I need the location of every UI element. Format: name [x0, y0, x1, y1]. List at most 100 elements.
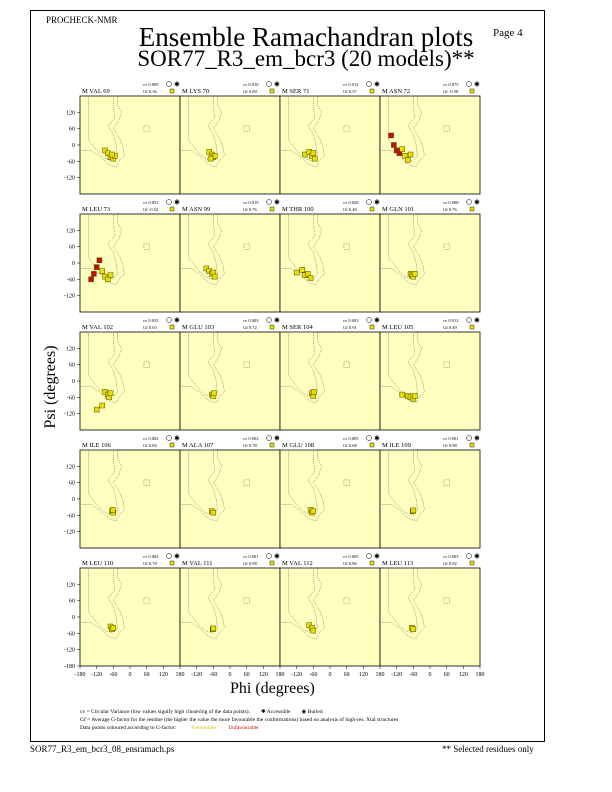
x-tick-label: -120: [291, 672, 302, 678]
gf-colour-swatch: [369, 324, 375, 330]
cv-value: cv 0.012: [343, 82, 359, 87]
core-region-outline: [388, 449, 418, 516]
y-tick-label: 0: [72, 143, 75, 149]
allowed-region-outline: [380, 449, 425, 522]
x-tick-label: -180: [75, 672, 86, 678]
accessible-icon: ✱: [174, 553, 180, 561]
x-tick-label: 120: [159, 672, 168, 678]
footer-note: ** Selected residues only: [442, 744, 534, 754]
legend-favourable: Favourable: [191, 725, 216, 731]
residue-label: M VAL 69: [82, 88, 110, 95]
left-handed-region-outline: [143, 125, 150, 132]
clock-icon: [366, 81, 372, 87]
y-tick-label: 60: [69, 599, 75, 605]
residue-label: M ILE 106: [82, 442, 112, 449]
cv-value: cv 0.003: [443, 554, 459, 559]
gf-value: Gf 0.91: [343, 325, 357, 330]
y-tick-label: -180: [64, 664, 75, 670]
gf-colour-swatch: [369, 560, 375, 566]
left-handed-region-outline: [143, 361, 150, 368]
x-tick-label: 0: [129, 672, 132, 678]
gf-value: Gf 0.49: [443, 325, 457, 330]
data-point: [388, 132, 394, 139]
residue-label: M ASN 99: [182, 206, 210, 213]
gf-colour-swatch: [369, 206, 375, 212]
cv-value: cv 0.005: [343, 436, 359, 441]
panel-m-thr-100: M THR 100 cv 0.020 Gf 0.46 ✱: [279, 199, 381, 313]
accessible-icon: ✱: [274, 435, 280, 443]
allowed-region-outline: [280, 95, 325, 168]
clock-icon: [266, 553, 272, 559]
y-tick-label: -60: [67, 631, 75, 637]
panel-background: [79, 95, 181, 195]
allowed-region-outline: [380, 567, 425, 640]
accessible-icon: ✱: [474, 317, 480, 325]
panel-background: [279, 213, 381, 313]
core-region-outline: [88, 567, 118, 634]
x-tick-label: -60: [309, 672, 317, 678]
data-point: [411, 393, 418, 399]
page-frame: [30, 10, 545, 742]
y-tick-label: -120: [64, 530, 75, 536]
core-region-outline: [88, 95, 118, 162]
residue-label: M GLU 108: [282, 442, 314, 449]
gf-colour-swatch: [269, 324, 275, 330]
y-tick-label: -120: [64, 294, 75, 300]
clock-icon: [466, 435, 472, 441]
panel-m-ser-104: M SER 104 cv 0.003 Gf 0.91 ✱: [279, 317, 381, 431]
allowed-region-outline: [380, 331, 425, 404]
accessible-icon: ✱: [174, 317, 180, 325]
gf-value: Gf -0.50: [443, 89, 459, 94]
data-point: [410, 507, 417, 514]
allowed-region-outline: [80, 567, 125, 640]
cv-value: cv 0.003: [243, 318, 259, 323]
cv-value: cv 0.035: [143, 318, 159, 323]
residue-label: M LEU 73: [82, 206, 110, 213]
panel-m-leu-113: M LEU 113 cv 0.003 Gf 0.92 ✱ -120 -60 0 60 120 18…: [379, 553, 485, 678]
gf-value: Gf 0.69: [243, 89, 257, 94]
core-region-outline: [88, 449, 118, 516]
y-tick-label: 0: [72, 497, 75, 503]
y-tick-label: 60: [69, 127, 75, 133]
legend-cv-text: cv = Circular Variance (low values signi…: [80, 709, 250, 715]
clock-icon: [466, 317, 472, 323]
panel-m-val-112: M VAL 112 cv 0.005 Gf 0.86 ✱ -120 -60 0 60 120 18…: [279, 553, 385, 678]
allowed-region-outline: [180, 331, 225, 404]
core-region-outline: [188, 213, 218, 280]
panel-background: [279, 449, 381, 549]
panel-m-glu-103: M GLU 103 cv 0.003 Gf 0.72 ✱: [179, 317, 281, 431]
gf-value: Gf 0.76: [243, 207, 257, 212]
gf-colour-swatch: [469, 560, 475, 566]
clock-icon: [266, 199, 272, 205]
data-point: [310, 508, 317, 514]
panel-background: [279, 331, 381, 431]
data-point: [210, 509, 217, 516]
gf-value: Gf -0.52: [143, 207, 158, 212]
data-point: [293, 269, 300, 276]
y-tick-label: 0: [72, 261, 75, 267]
data-point: [391, 142, 397, 148]
program-name: PROCHECK-NMR: [46, 15, 118, 25]
data-point: [402, 153, 408, 159]
left-handed-region-outline: [143, 243, 150, 250]
accessible-icon: ✱: [274, 553, 280, 561]
core-region-outline: [388, 331, 418, 398]
gf-colour-swatch: [169, 88, 175, 94]
allowed-region-outline: [180, 567, 225, 640]
cv-value: cv 0.003: [343, 318, 359, 323]
x-tick-label: -60: [209, 672, 217, 678]
panel-m-ile-109: M ILE 109 cv 0.001 Gf 0.98 ✱: [379, 435, 481, 549]
gf-colour-swatch: [169, 324, 175, 330]
accessible-icon: ✱: [174, 81, 180, 89]
gf-colour-swatch: [469, 206, 475, 212]
data-point: [96, 257, 103, 264]
core-region-outline: [288, 449, 318, 516]
left-handed-region-outline: [343, 243, 350, 250]
x-tick-label: 60: [144, 672, 150, 678]
panel-m-ser-71: M SER 71 cv 0.012 Gf 0.57 ✱: [279, 81, 381, 195]
panel-background: [379, 213, 481, 313]
left-handed-region-outline: [443, 361, 450, 368]
y-tick-label: 120: [66, 228, 75, 234]
core-region-outline: [388, 567, 418, 634]
